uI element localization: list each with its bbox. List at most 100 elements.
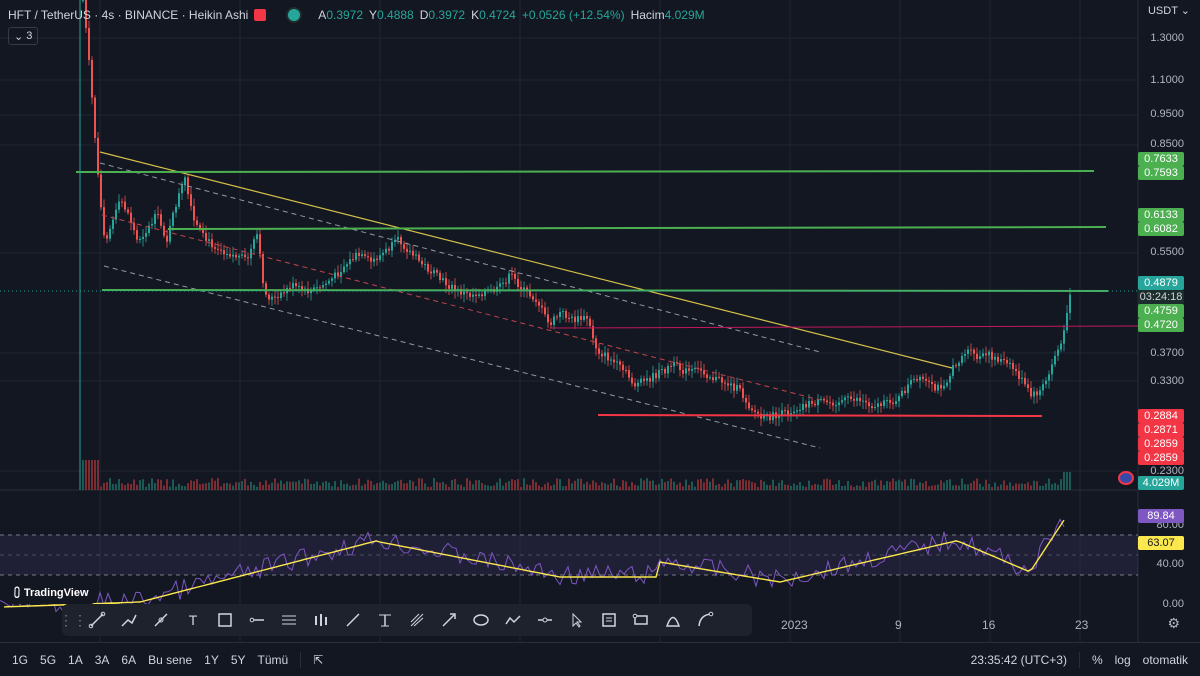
candle-body [838,402,840,406]
volume-bar [199,484,201,490]
range-ytd[interactable]: Bu sene [148,652,193,667]
candle-body [418,254,420,261]
candle-body [736,385,738,391]
zigzag-icon[interactable] [498,607,528,633]
arrow-icon[interactable] [434,607,464,633]
candle-body [679,363,681,371]
percent-toggle[interactable]: % [1091,652,1103,667]
candle-body [409,250,411,252]
range-1y[interactable]: 1Y [204,652,219,667]
volume-bar [823,479,825,490]
volume-bar [934,485,936,490]
clock[interactable]: 23:35:42 (UTC+3) [970,652,1067,667]
volume-bar [133,479,135,490]
range-5y[interactable]: 5Y [230,652,246,667]
rectangle-icon[interactable] [210,607,240,633]
market-status-icon[interactable] [288,9,301,21]
range-all[interactable]: Tümü [257,652,289,667]
candle-body [517,278,519,288]
magenta-level [549,325,1139,329]
currency-selector[interactable]: USDT ⌄ [1148,4,1190,17]
symbol-title[interactable]: HFT / TetherUS · 4s · BINANCE · Heikin A… [8,8,249,22]
brush-icon[interactable] [114,607,144,633]
pitchfork-icon[interactable] [402,607,432,633]
candle-body [829,402,831,404]
volume-bar [880,480,882,490]
candle-body [946,382,948,386]
line-icon[interactable] [338,607,368,633]
curve-icon[interactable] [690,607,720,633]
candle-body [553,316,555,325]
note-icon[interactable] [594,607,624,633]
volume-bars [82,460,1071,490]
volume-bar [514,480,516,490]
volume-bar [430,486,432,490]
candle-body [145,232,147,237]
arc-icon[interactable] [658,607,688,633]
volume-bar [289,481,291,490]
candle-body [511,273,513,275]
drag-handle-icon[interactable]: ⋮⋮ [59,611,87,628]
volume-bar [364,484,366,490]
cursor-icon[interactable] [562,607,592,633]
candle-body [967,349,969,355]
volume-bar [721,486,723,490]
volume-bar [298,480,300,490]
range-1a[interactable]: 1A [68,652,83,667]
events-icon[interactable] [1118,471,1134,485]
volume-bar [292,481,294,490]
candle-body [985,353,987,356]
callout-icon[interactable] [626,607,656,633]
candle-body [871,406,873,409]
candle-body [127,209,129,213]
parallel-channel-icon[interactable] [274,607,304,633]
candle-body [124,201,126,210]
range-5g[interactable]: 5G [40,652,57,667]
volume-bar [640,478,642,490]
candle-body [700,368,702,371]
candle-body [472,294,474,297]
go-to-date-icon[interactable]: ⇱ [313,652,324,667]
horizontal-line-icon[interactable] [530,607,560,633]
ellipse-icon[interactable] [466,607,496,633]
candle-body [937,384,939,391]
volume-bar [775,486,777,490]
candle-body [430,271,432,274]
volume-bar [373,484,375,490]
log-toggle[interactable]: log [1114,652,1131,667]
path-icon[interactable] [146,607,176,633]
candle-body [406,248,408,252]
horizontal-ray-icon[interactable] [242,607,272,633]
gear-icon[interactable]: ⚙ [1167,615,1180,631]
volume-bar [535,482,537,490]
tradingview-logo[interactable]: ⩇ TradingView [8,582,95,604]
candle-body [613,359,615,363]
volume-bar [238,482,240,490]
candle-body [235,254,237,258]
candle-body [805,403,807,408]
candle-body [961,355,963,363]
level-tag: 0.4759 [1138,304,1184,318]
volume-bar [421,478,423,490]
candle-body [1069,294,1071,313]
volume-bar [772,479,774,490]
volume-bar [976,478,978,490]
indicators-collapse-button[interactable]: ⌄ 3 [8,27,39,45]
auto-toggle[interactable]: otomatik [1142,652,1188,667]
range-3a[interactable]: 3A [94,652,110,667]
bars-pattern-icon[interactable] [306,607,336,633]
fib-icon[interactable] [370,607,400,633]
candle-body [811,401,813,404]
volume-bar [337,486,339,490]
volume-bar [142,479,144,490]
candle-body [544,307,546,315]
trend-line-icon[interactable] [82,607,112,633]
volume-bar [550,485,552,490]
volume-bar [355,484,357,490]
text-icon[interactable]: T [188,612,198,628]
flag-icon[interactable] [254,9,267,21]
range-1g[interactable]: 1G [12,652,29,667]
volume-bar [553,484,555,490]
range-6a[interactable]: 6A [121,652,137,667]
